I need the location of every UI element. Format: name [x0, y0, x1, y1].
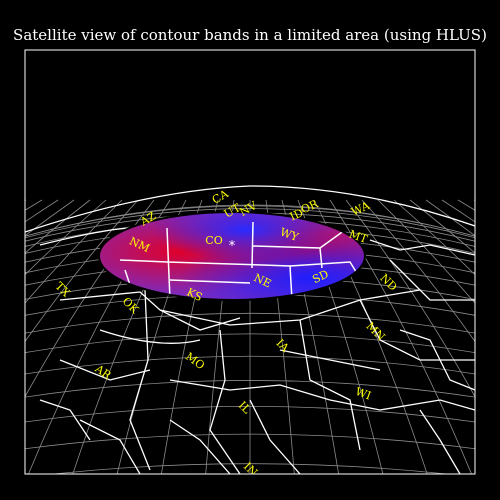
state-label-sd: SD [310, 267, 330, 286]
state-label-mt: MT [347, 227, 370, 246]
state-label-id: ID [288, 206, 306, 223]
state-borders [25, 185, 475, 474]
state-label-wi: WI [354, 385, 373, 403]
center-star-marker: * [229, 239, 236, 254]
map-title: Satellite view of contour bands in a lim… [13, 26, 487, 44]
state-label-wy: WY [278, 225, 301, 244]
map-frame [24, 49, 476, 475]
state-label-ks: KS [185, 286, 205, 304]
contour-bands [98, 211, 366, 301]
state-label-co: CO [205, 234, 222, 247]
